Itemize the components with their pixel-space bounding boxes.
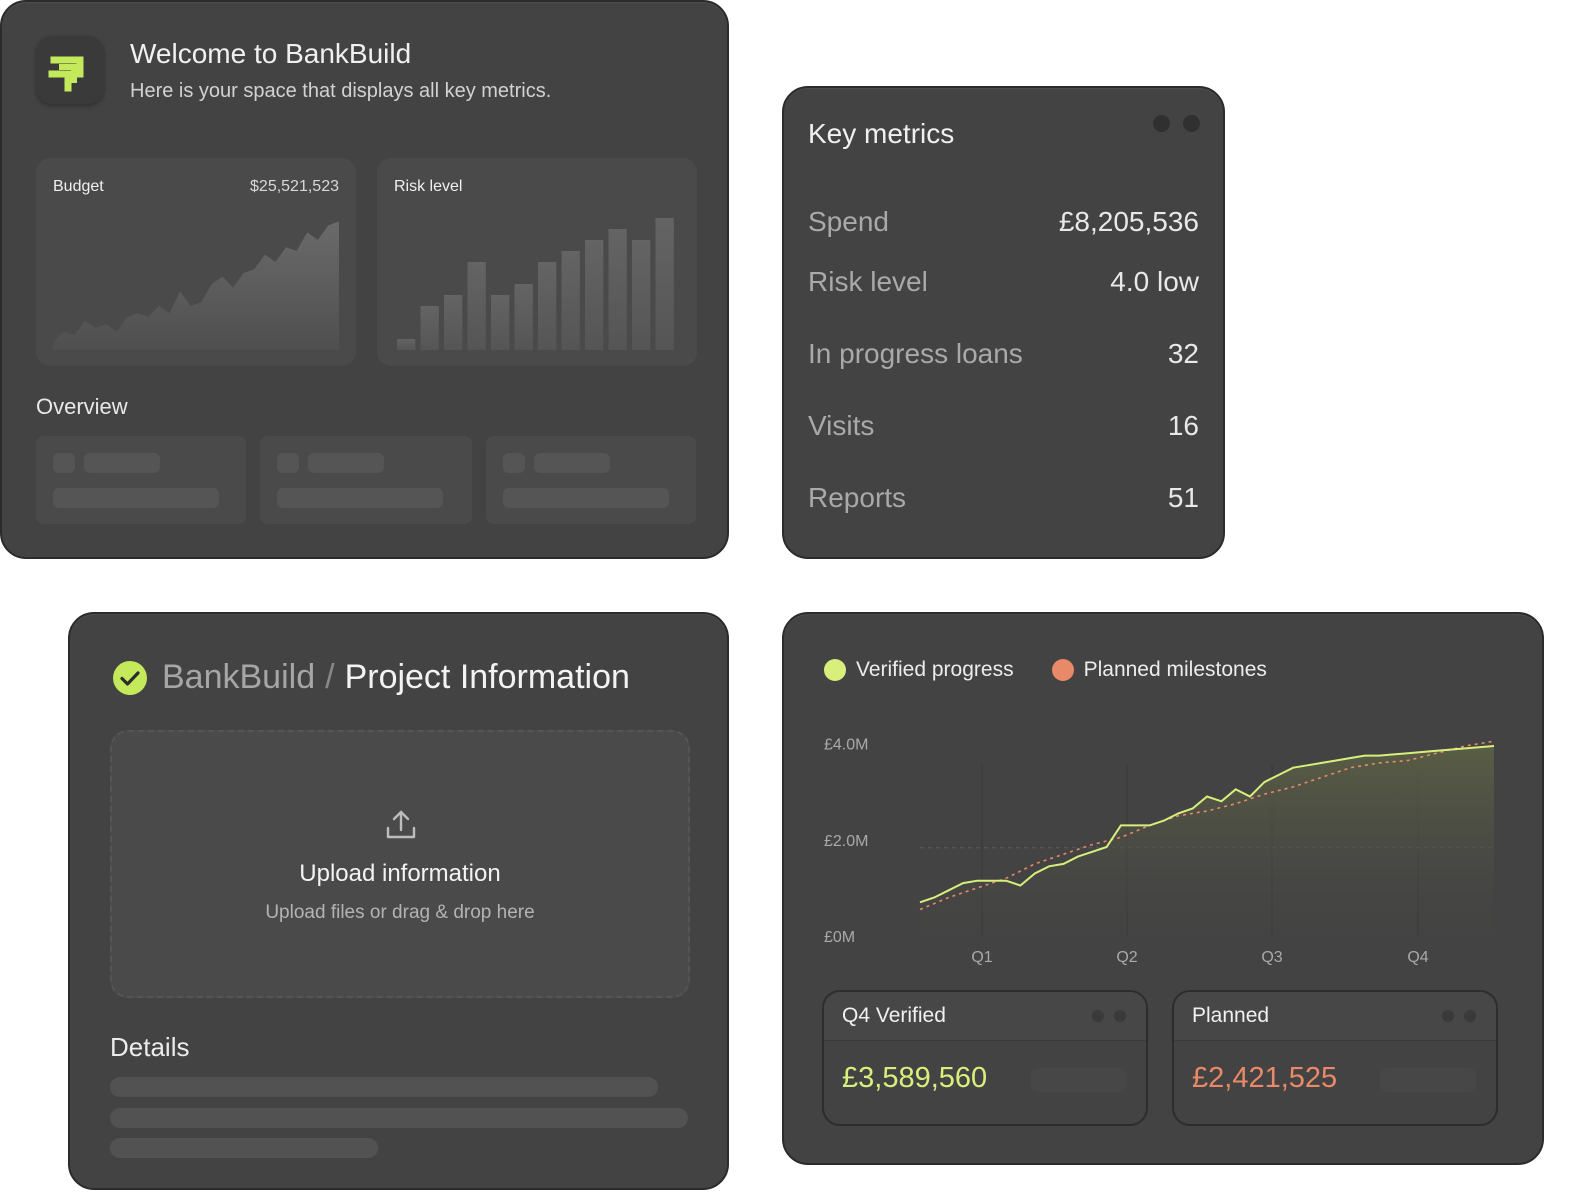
risk-bar bbox=[420, 306, 439, 350]
window-dot[interactable] bbox=[1183, 115, 1200, 132]
progress-line-chart: £0M £2.0M £4.0M Q1 Q2 Q3 Q4 bbox=[824, 737, 1495, 966]
app-logo bbox=[36, 36, 104, 104]
metric-label: Reports bbox=[808, 482, 907, 513]
metric-row-visits: Visits 16 bbox=[808, 410, 1199, 442]
risk-bar bbox=[397, 339, 416, 350]
x-tick-label: Q2 bbox=[1116, 949, 1137, 966]
key-metrics-card: Key metrics Spend £8,205,536 Risk level … bbox=[782, 86, 1225, 559]
q4-verified-value: £3,589,560 bbox=[842, 1062, 988, 1094]
details-placeholder-line bbox=[110, 1138, 378, 1158]
details-heading: Details bbox=[110, 1032, 190, 1062]
x-tick-label: Q3 bbox=[1261, 949, 1282, 966]
metric-row-spend: Spend £8,205,536 bbox=[808, 206, 1199, 238]
risk-bar-chart bbox=[397, 218, 674, 350]
q4-verified-tile[interactable]: Q4 Verified £3,589,560 bbox=[822, 990, 1148, 1126]
y-tick-label: £2.0M bbox=[824, 833, 868, 850]
verified-line bbox=[919, 745, 1495, 904]
metric-value: £8,205,536 bbox=[1058, 206, 1199, 237]
risk-bar bbox=[585, 240, 604, 350]
upload-title: Upload information bbox=[299, 860, 501, 887]
budget-area-chart bbox=[53, 221, 339, 350]
risk-bar bbox=[514, 284, 533, 350]
q4-verified-label: Q4 Verified bbox=[842, 1004, 946, 1027]
bankbuild-logo-icon bbox=[48, 56, 84, 92]
metric-row-reports: Reports 51 bbox=[808, 482, 1199, 514]
check-circle-icon bbox=[113, 660, 147, 695]
verified-area bbox=[920, 746, 1494, 936]
breadcrumb: BankBuild / Project Information bbox=[112, 658, 630, 697]
upload-hint: Upload files or drag & drop here bbox=[265, 902, 535, 923]
risk-bar bbox=[632, 240, 651, 350]
risk-label: Risk level bbox=[394, 178, 463, 195]
window-dot[interactable] bbox=[1153, 115, 1170, 132]
legend-verified-label: Verified progress bbox=[856, 658, 1014, 681]
details-placeholder-line bbox=[110, 1077, 658, 1097]
window-dot[interactable] bbox=[1442, 1010, 1454, 1022]
metric-value: 4.0 low bbox=[1110, 266, 1199, 297]
metric-row-loans: In progress loans 32 bbox=[808, 338, 1199, 370]
risk-bar bbox=[491, 295, 510, 350]
legend-planned-dot bbox=[1051, 659, 1074, 681]
overview-tile[interactable] bbox=[486, 436, 696, 524]
budget-area bbox=[53, 221, 339, 350]
y-tick-label: £0M bbox=[824, 929, 855, 946]
metric-value: 51 bbox=[1167, 482, 1199, 513]
risk-bar bbox=[655, 218, 674, 350]
budget-label: Budget bbox=[53, 178, 104, 195]
key-metrics-title: Key metrics bbox=[808, 118, 955, 149]
welcome-subtitle: Here is your space that displays all key… bbox=[130, 80, 552, 102]
y-tick-label: £4.0M bbox=[824, 737, 868, 754]
budget-value: $25,521,523 bbox=[250, 178, 339, 195]
welcome-card: Welcome to BankBuild Here is your space … bbox=[0, 0, 729, 559]
metric-label: In progress loans bbox=[808, 338, 1023, 369]
metric-label: Risk level bbox=[808, 266, 928, 297]
progress-card: Verified progress Planned milestones £0M… bbox=[782, 612, 1544, 1165]
metric-value: 32 bbox=[1167, 338, 1199, 369]
x-tick-label: Q1 bbox=[971, 949, 992, 966]
breadcrumb-root[interactable]: BankBuild bbox=[162, 658, 316, 696]
risk-panel: Risk level bbox=[377, 158, 697, 366]
planned-label: Planned bbox=[1192, 1004, 1270, 1027]
upload-icon bbox=[386, 810, 416, 839]
window-dot[interactable] bbox=[1114, 1010, 1126, 1022]
risk-bar bbox=[608, 229, 627, 350]
project-card: BankBuild / Project Information Upload i… bbox=[68, 612, 729, 1190]
legend: Verified progress Planned milestones bbox=[824, 658, 1267, 682]
details-placeholder-line bbox=[110, 1108, 688, 1128]
legend-planned-label: Planned milestones bbox=[1083, 658, 1267, 681]
risk-bar bbox=[467, 262, 486, 350]
risk-bar bbox=[561, 251, 580, 350]
window-dot[interactable] bbox=[1464, 1010, 1476, 1022]
overview-tile[interactable] bbox=[260, 436, 472, 524]
metric-label: Spend bbox=[808, 206, 889, 237]
welcome-title: Welcome to BankBuild bbox=[130, 38, 412, 69]
overview-heading: Overview bbox=[36, 394, 128, 419]
risk-bar bbox=[444, 295, 463, 350]
x-tick-label: Q4 bbox=[1407, 949, 1428, 966]
window-dot[interactable] bbox=[1092, 1010, 1104, 1022]
metric-row-risk: Risk level 4.0 low bbox=[808, 266, 1199, 298]
metric-value: 16 bbox=[1167, 410, 1199, 441]
risk-bar bbox=[538, 262, 557, 350]
breadcrumb-separator: / bbox=[325, 658, 335, 696]
planned-tile[interactable]: Planned £2,421,525 bbox=[1172, 990, 1498, 1126]
legend-verified-dot bbox=[824, 659, 846, 681]
planned-value: £2,421,525 bbox=[1192, 1062, 1338, 1094]
page-title: Project Information bbox=[344, 658, 630, 696]
upload-dropzone[interactable]: Upload information Upload files or drag … bbox=[110, 730, 690, 998]
budget-panel: Budget $25,521,523 bbox=[36, 158, 356, 366]
overview-tile[interactable] bbox=[36, 436, 246, 524]
metric-label: Visits bbox=[808, 410, 875, 441]
